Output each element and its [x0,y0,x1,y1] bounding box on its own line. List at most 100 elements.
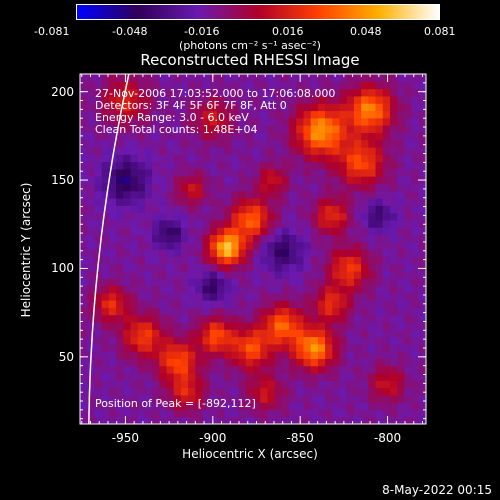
heatmap-cell [130,168,139,177]
heatmap-cell [173,300,182,308]
heatmap-cell [418,74,426,82]
heatmap-cell [339,402,348,411]
heatmap-cell [209,402,218,411]
heatmap-cell [397,241,405,250]
heatmap-cell [188,372,196,381]
heatmap-cell [116,139,124,148]
heatmap-cell [397,402,405,411]
heatmap-cell [260,394,269,403]
heatmap-cell [216,394,225,403]
heatmap-cell [411,197,420,206]
heatmap-cell [144,81,153,90]
heatmap-cell [375,351,384,359]
heatmap-cell [80,103,88,112]
heatmap-cell [260,227,269,236]
heatmap-cell [382,263,391,272]
heatmap-cell [260,387,269,396]
heatmap-cell [224,110,232,119]
heatmap-cell [80,409,88,418]
heatmap-cell [296,161,305,170]
heatmap-cell [87,125,96,133]
heatmap-cell [144,380,153,389]
heatmap-cell [216,314,225,323]
heatmap-cell [418,285,426,294]
heatmap-cell [296,146,305,155]
heatmap-cell [339,285,348,294]
heatmap-cell [123,292,132,301]
heatmap-cell [195,103,204,112]
heatmap-cell [296,154,305,163]
heatmap-cell [116,154,124,163]
heatmap-cell [375,161,384,170]
heatmap-cell [389,336,398,345]
heatmap-cell [375,343,384,352]
heatmap-cell [137,394,146,403]
heatmap-cell [339,81,348,90]
heatmap-cell [94,394,103,403]
heatmap-cell [159,125,168,133]
heatmap-cell [397,227,405,236]
heatmap-cell [260,81,269,90]
heatmap-cell [353,314,362,323]
heatmap-cell [166,380,175,389]
heatmap-cell [253,190,261,199]
heatmap-cell [224,256,232,265]
heatmap-cell [353,336,362,345]
heatmap-cell [195,372,204,381]
heatmap-cell [339,103,348,112]
heatmap-cell [260,183,269,192]
heatmap-cell [289,358,297,367]
y-tick-label: 50 [58,349,74,364]
heatmap-cell [274,409,283,418]
heatmap-cell [123,183,132,192]
heatmap-cell [173,74,182,82]
heatmap-cell [130,205,139,214]
heatmap-cell [180,212,189,221]
heatmap-cell [87,103,96,112]
heatmap-cell [346,358,355,367]
heatmap-cell [144,176,153,184]
heatmap-cell [224,314,232,323]
heatmap-cell [144,416,153,424]
heatmap-cell [202,168,211,177]
heatmap-cell [87,321,96,330]
heatmap-cell [281,205,290,214]
heatmap-cell [404,380,413,389]
heatmap-cell [332,132,341,141]
heatmap-cell [411,343,420,352]
heatmap-cell [260,336,269,345]
heatmap-cell [159,285,168,294]
heatmap-cell [296,205,305,214]
heatmap-cell [274,139,283,148]
heatmap-cell [339,205,348,214]
heatmap-cell [173,125,182,133]
heatmap-cell [144,212,153,221]
heatmap-cell [180,74,189,82]
heatmap-cell [144,139,153,148]
heatmap-cell [389,74,398,82]
heatmap-cell [116,256,124,265]
heatmap-cell [317,205,326,214]
heatmap-cell [267,380,276,389]
heatmap-cell [346,372,355,381]
heatmap-cell [188,300,196,308]
heatmap-cell [94,146,103,155]
heatmap-cell [339,110,348,119]
heatmap-cell [325,154,333,163]
heatmap-cell [260,161,269,170]
heatmap-cell [368,117,377,126]
heatmap-cell [332,380,341,389]
heatmap-cell [260,409,269,418]
heatmap-cell [310,168,319,177]
heatmap-cell [274,402,283,411]
heatmap-cell [108,256,117,265]
heatmap-cell [80,394,88,403]
heatmap-cell [166,394,175,403]
heatmap-cell [389,372,398,381]
heatmap-cell [382,183,391,192]
heatmap-cell [353,227,362,236]
heatmap-cell [418,409,426,418]
heatmap-cell [173,176,182,184]
heatmap-cell [346,117,355,126]
heatmap-cell [274,219,283,228]
